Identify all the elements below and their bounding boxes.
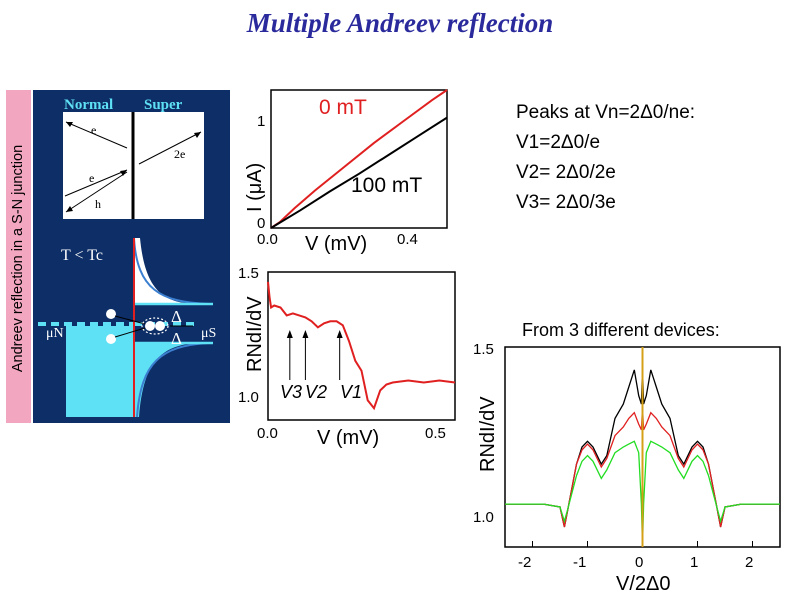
peaks-text-block: Peaks at Vn=2Δ0/ne: V1=2Δ0/e V2= 2Δ0/2e … — [516, 98, 695, 218]
devices-xtick-m2: -2 — [518, 554, 531, 571]
devices-xlabel: V/2Δ0 — [616, 573, 671, 595]
didv-ytick-10: 1.0 — [238, 389, 259, 406]
series-line-2 — [270, 116, 448, 229]
annotation-arrowhead-1 — [286, 330, 293, 338]
electron-arrow-2 — [64, 169, 128, 197]
iv-xlabel: V (mV) — [305, 233, 367, 254]
temperature-label: T < Tc — [61, 247, 103, 264]
devices-ylabel: RNdI/dV — [477, 396, 499, 472]
didv-xtick-0: 0.0 — [257, 425, 278, 442]
pair-dot-1 — [145, 321, 155, 331]
mu-s-label: μS — [201, 326, 216, 341]
normal-label: Normal — [64, 97, 113, 113]
pair-arrow — [138, 131, 202, 165]
andreev-schematic: Normal Super e e h 2e T < Tc Δ Δ μN μS — [33, 90, 230, 423]
peak-v3: V3= 2Δ0/3e — [516, 192, 616, 213]
devices-xtick-m1: -1 — [573, 554, 586, 571]
devices-title: From 3 different devices: — [522, 320, 720, 340]
iv-legend-100mt: 100 mT — [351, 174, 422, 197]
iv-ytick-1: 1 — [257, 113, 265, 130]
reflection-line-1 — [114, 315, 146, 325]
annotation-v3: V3 — [280, 382, 302, 402]
didv-xtick-05: 0.5 — [425, 425, 446, 442]
devices-xtick-2: 2 — [745, 554, 753, 571]
iv-series-group — [270, 89, 448, 229]
slide-title: Multiple Andreev reflection — [246, 8, 554, 38]
devices-ticks-group — [532, 347, 753, 547]
arrowhead-1 — [66, 122, 73, 127]
didv-chart: V3 V2 V1 1.5 1.0 0.0 0.5 V (mV) RNdI/dV — [238, 265, 456, 449]
series-line-1 — [267, 281, 456, 411]
electron-arrow-1 — [65, 121, 128, 149]
didv-xlabel: V (mV) — [317, 427, 379, 449]
lower-dos — [134, 343, 195, 417]
arrowhead-3 — [66, 206, 73, 212]
devices-ytick-15: 1.5 — [473, 341, 494, 358]
iv-plot-frame — [270, 89, 448, 229]
peaks-heading: Peaks at Vn=2Δ0/ne: — [516, 102, 696, 123]
lower-dos-edge — [136, 342, 209, 418]
didv-ytick-15: 1.5 — [238, 265, 259, 282]
devices-xtick-1: 1 — [690, 554, 698, 571]
devices-ytick-10: 1.0 — [473, 509, 494, 526]
devices-xtick-0: 0 — [635, 554, 643, 571]
didv-plot-frame — [267, 271, 456, 421]
series-line-1 — [270, 89, 448, 229]
hole-dot — [106, 334, 116, 344]
iv-chart: 0 mT 100 mT 1 0 0.0 0.4 V (mV) I (μA) — [244, 89, 448, 254]
annotation-v1: V1 — [340, 382, 362, 402]
mu-n-label: μN — [46, 326, 64, 341]
didv-ylabel: RNdI/dV — [244, 296, 266, 372]
pair-dot-2 — [155, 321, 165, 331]
upper-dos — [134, 238, 193, 304]
normal-filled-states — [66, 326, 134, 417]
hole-arrow — [65, 171, 128, 213]
annotation-arrowhead-2 — [302, 330, 309, 338]
e-label-1: e — [91, 123, 96, 137]
arrowhead-4 — [194, 132, 201, 138]
peak-v2: V2= 2Δ0/2e — [516, 162, 616, 183]
annotation-arrowhead-3 — [336, 330, 343, 338]
iv-ylabel: I (μA) — [244, 163, 266, 212]
iv-ytick-0: 0 — [257, 215, 265, 232]
devices-chart: 1.5 1.0 -2 -1 0 1 2 V/2Δ0 RNdI/dV — [473, 341, 781, 595]
two-e-label: 2e — [174, 147, 185, 161]
delta-label-1: Δ — [171, 307, 182, 326]
arrowhead-2 — [120, 170, 127, 176]
side-label: Andreev reflection in a S-N junction — [10, 144, 26, 373]
super-label: Super — [144, 97, 183, 113]
cooper-pair-ellipse — [141, 317, 169, 335]
iv-legend-0mt: 0 mT — [319, 96, 367, 119]
e-label-2: e — [89, 171, 94, 185]
delta-label-2: Δ — [171, 329, 182, 348]
iv-xtick-04: 0.4 — [397, 231, 418, 248]
didv-arrows-group — [286, 330, 343, 380]
electron-dot — [106, 309, 116, 319]
h-label: h — [95, 197, 101, 211]
peak-v1: V1=2Δ0/e — [516, 132, 601, 153]
reflection-line-2 — [114, 327, 146, 338]
iv-xtick-0: 0.0 — [257, 231, 278, 248]
annotation-v2: V2 — [305, 382, 327, 402]
didv-series-group — [267, 281, 456, 411]
side-band — [6, 90, 31, 423]
